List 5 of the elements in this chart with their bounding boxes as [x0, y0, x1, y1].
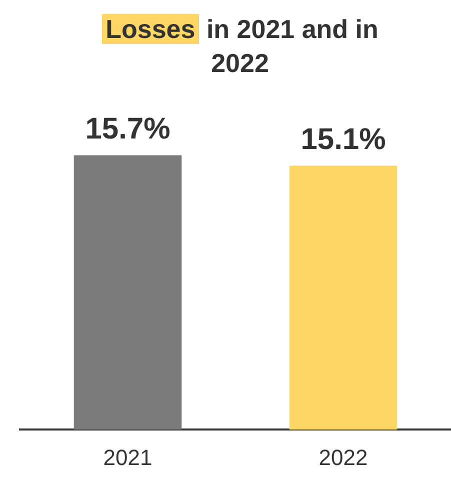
data-label: 15.7% — [85, 112, 170, 146]
chart-title: Losses in 2021 and in 2022 — [104, 14, 378, 78]
x-tick-label: 2022 — [318, 444, 368, 470]
data-label: 15.1% — [300, 122, 386, 156]
x-tick-label: 2021 — [103, 444, 152, 470]
